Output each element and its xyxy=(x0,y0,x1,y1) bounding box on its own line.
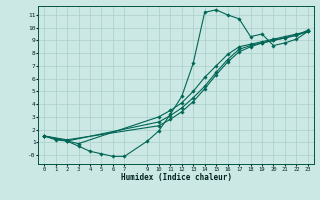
X-axis label: Humidex (Indice chaleur): Humidex (Indice chaleur) xyxy=(121,173,231,182)
